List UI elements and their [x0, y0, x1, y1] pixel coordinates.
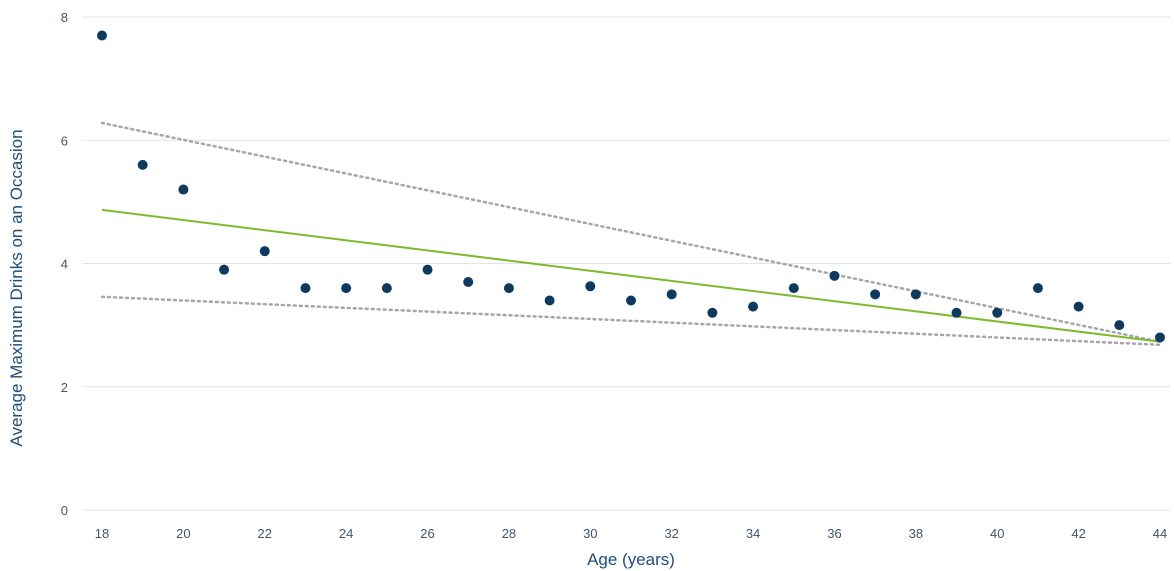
- data-point-17: [788, 283, 799, 294]
- x-tick-label: 32: [664, 526, 678, 541]
- data-point-1: [137, 159, 148, 170]
- data-point-20: [910, 289, 921, 300]
- x-tick-label: 20: [176, 526, 190, 541]
- x-tick-label: 34: [746, 526, 760, 541]
- data-point-0: [97, 30, 107, 41]
- x-tick-label: 22: [258, 526, 272, 541]
- data-point-25: [1114, 320, 1125, 331]
- confidence-bounds: [100, 121, 1162, 347]
- x-tick-label: 30: [583, 526, 597, 541]
- x-tick-label: 26: [420, 526, 434, 541]
- data-point-7: [381, 283, 392, 294]
- data-point-22: [992, 307, 1003, 318]
- data-point-24: [1073, 301, 1084, 312]
- data-point-10: [503, 283, 514, 294]
- x-tick-label: 40: [990, 526, 1004, 541]
- x-axis-ticks: 18 20 22 24 26 28 30 32 34 36 38 40 42 44: [95, 526, 1167, 541]
- data-point-6: [341, 283, 352, 294]
- y-axis-title: Average Maximum Drinks on an Occasion: [7, 129, 26, 446]
- x-axis-title: Age (years): [587, 550, 675, 569]
- data-point-19: [870, 289, 881, 300]
- y-tick-label: 0: [61, 503, 68, 518]
- data-point-4: [259, 246, 270, 257]
- y-tick-label: 4: [61, 257, 68, 272]
- confidence-lower-line: [100, 295, 1162, 347]
- data-point-13: [626, 295, 636, 306]
- data-point-21: [951, 307, 962, 318]
- y-tick-label: 8: [61, 10, 68, 25]
- trend-line: [101, 208, 1161, 343]
- x-tick-label: 44: [1153, 526, 1167, 541]
- data-point-2: [178, 184, 189, 195]
- data-point-12: [585, 281, 596, 292]
- data-point-8: [422, 264, 433, 275]
- data-point-5: [300, 283, 311, 294]
- data-point-3: [219, 264, 230, 275]
- data-point-26: [1155, 332, 1165, 343]
- confidence-upper-line: [100, 121, 1162, 344]
- data-point-9: [463, 276, 474, 287]
- x-tick-label: 24: [339, 526, 353, 541]
- y-tick-label: 2: [61, 380, 68, 395]
- data-points: [97, 30, 1165, 343]
- trend-line-group: [101, 208, 1161, 343]
- data-point-11: [544, 295, 555, 306]
- grid-lines: [82, 16, 1170, 511]
- data-point-14: [666, 289, 677, 300]
- x-tick-label: 18: [95, 526, 109, 541]
- x-tick-label: 28: [502, 526, 516, 541]
- data-point-23: [1032, 283, 1043, 294]
- x-tick-label: 38: [909, 526, 923, 541]
- y-tick-label: 6: [61, 133, 68, 148]
- data-point-16: [748, 301, 759, 312]
- data-point-18: [829, 270, 840, 281]
- data-point-15: [707, 307, 718, 318]
- y-axis-ticks: 0 2 4 6 8: [61, 10, 68, 518]
- x-tick-label: 36: [827, 526, 841, 541]
- x-tick-label: 42: [1071, 526, 1085, 541]
